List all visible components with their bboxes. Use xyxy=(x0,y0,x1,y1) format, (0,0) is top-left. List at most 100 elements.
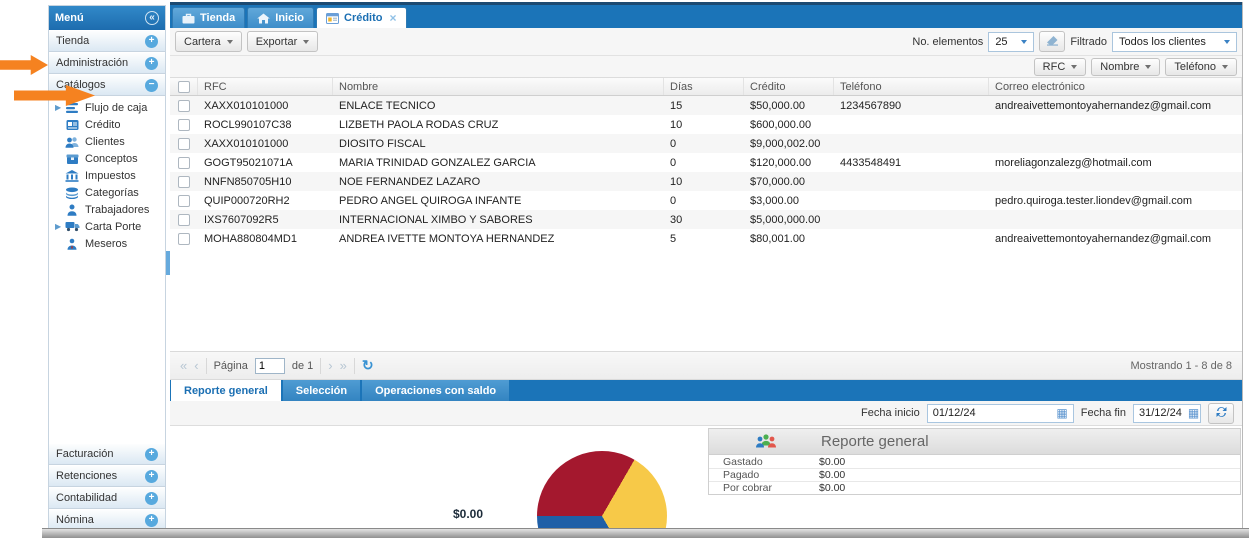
table-row[interactable]: IXS7607092R5 INTERNACIONAL XIMBO Y SABORE… xyxy=(170,210,1242,229)
cell-teléfono: 4433548491 xyxy=(840,156,902,169)
sidebar-section-administración[interactable]: Administración + xyxy=(49,52,165,74)
store-tab-icon xyxy=(182,13,195,24)
collapse-section-icon[interactable]: − xyxy=(145,78,158,92)
filtrado-select[interactable]: Todos los clientes xyxy=(1112,31,1237,52)
column-header-correo-electrónico[interactable]: Correo electrónico xyxy=(989,78,1242,95)
sidebar-section-tienda[interactable]: Tienda + xyxy=(49,30,165,52)
window-top-strip xyxy=(170,2,1242,5)
sidebar-collapse-icon[interactable]: « xyxy=(145,11,159,25)
row-checkbox[interactable] xyxy=(178,194,190,207)
column-header-rfc[interactable]: RFC xyxy=(198,78,333,95)
column-header-crédito[interactable]: Crédito xyxy=(744,78,834,95)
expand-section-icon[interactable]: + xyxy=(145,469,158,483)
close-icon[interactable]: × xyxy=(389,11,397,25)
row-checkbox[interactable] xyxy=(178,232,190,245)
report-tab-operaciones-con-saldo[interactable]: Operaciones con saldo xyxy=(362,380,510,401)
eraser-icon xyxy=(1046,34,1059,49)
sidebar-section-facturación[interactable]: Facturación + xyxy=(49,443,165,465)
select-all-checkbox[interactable] xyxy=(177,80,190,93)
expand-section-icon[interactable]: + xyxy=(145,513,158,527)
section-label: Retenciones xyxy=(56,470,118,482)
cell-rfc: IXS7607092R5 xyxy=(204,213,279,226)
expand-section-icon[interactable]: + xyxy=(145,56,158,70)
row-checkbox[interactable] xyxy=(178,213,190,226)
no-elementos-select[interactable]: 25 xyxy=(988,31,1035,52)
pagination-status: Mostrando 1 - 8 de 8 xyxy=(1130,359,1232,372)
table-row[interactable]: ROCL990107C38 LIZBETH PAOLA RODAS CRUZ 10 $… xyxy=(170,115,1242,134)
report-row-value: $0.00 xyxy=(819,455,846,468)
table-row[interactable]: XAXX010101000 ENLACE TECNICO 15 $50,000.00 1… xyxy=(170,96,1242,115)
row-checkbox-cell xyxy=(170,175,198,188)
expand-section-icon[interactable]: + xyxy=(145,491,158,505)
column-header-teléfono[interactable]: Teléfono xyxy=(834,78,989,95)
first-page-icon[interactable]: « xyxy=(180,358,188,373)
filter-button-nombre[interactable]: Nombre xyxy=(1091,57,1161,76)
report-tab-selección[interactable]: Selección xyxy=(282,380,361,401)
cell-nombre: MARIA TRINIDAD GONZALEZ GARCIA xyxy=(339,156,536,169)
annotation-arrow-catalogos xyxy=(0,55,48,75)
waiter-icon xyxy=(64,238,80,250)
row-checkbox-cell xyxy=(170,118,198,131)
table-row[interactable]: NNFN850705H10 NOE FERNANDEZ LAZARO 10 $70,0… xyxy=(170,172,1242,191)
filter-button-rfc[interactable]: RFC xyxy=(1033,57,1087,76)
row-checkbox[interactable] xyxy=(178,118,190,131)
cell-nombre: DIOSITO FISCAL xyxy=(339,137,426,150)
prev-page-icon[interactable]: ‹ xyxy=(194,358,199,373)
sidebar-item-trabajadores[interactable]: Trabajadores xyxy=(49,201,165,218)
sidebar-section-retenciones[interactable]: Retenciones + xyxy=(49,465,165,487)
sidebar-item-clientes[interactable]: Clientes xyxy=(49,133,165,150)
row-checkbox[interactable] xyxy=(178,175,190,188)
last-page-icon[interactable]: » xyxy=(339,358,347,373)
sidebar-item-impuestos[interactable]: Impuestos xyxy=(49,167,165,184)
clear-filter-button[interactable] xyxy=(1039,31,1066,52)
cartera-button[interactable]: Cartera xyxy=(175,31,242,52)
next-page-icon[interactable]: › xyxy=(328,358,333,373)
fecha-inicio-label: Fecha inicio xyxy=(861,407,920,419)
exportar-button[interactable]: Exportar xyxy=(246,31,319,52)
fecha-fin-input[interactable]: 31/12/24 ▦ xyxy=(1133,403,1201,423)
sidebar-item-crédito[interactable]: Crédito xyxy=(49,116,165,133)
fecha-fin-label: Fecha fin xyxy=(1080,407,1126,419)
filtrado-label: Filtrado xyxy=(1070,35,1107,48)
expand-arrow-icon[interactable]: ▶ xyxy=(55,222,62,231)
sidebar-section-contabilidad[interactable]: Contabilidad + xyxy=(49,487,165,509)
calendar-icon[interactable]: ▦ xyxy=(1187,406,1200,420)
report-tab-reporte-general[interactable]: Reporte general xyxy=(171,380,281,401)
table-row[interactable]: GOGT95021071A MARIA TRINIDAD GONZALEZ GAR… xyxy=(170,153,1242,172)
filter-button-teléfono[interactable]: Teléfono xyxy=(1165,57,1237,76)
pie-chart xyxy=(537,451,667,538)
tab-tienda[interactable]: Tienda xyxy=(172,7,246,28)
fecha-inicio-input[interactable]: 01/12/24 ▦ xyxy=(926,403,1074,423)
expand-section-icon[interactable]: + xyxy=(145,447,158,461)
section-label: Facturación xyxy=(56,448,114,460)
expand-section-icon[interactable]: + xyxy=(145,34,158,48)
column-header-días[interactable]: Días xyxy=(664,78,744,95)
sidebar-item-carta-porte[interactable]: ▶ Carta Porte xyxy=(49,218,165,235)
sidebar-item-categorías[interactable]: Categorías xyxy=(49,184,165,201)
tab-crédito[interactable]: Crédito × xyxy=(316,7,407,28)
row-checkbox[interactable] xyxy=(178,99,190,112)
expand-arrow-icon[interactable]: ▶ xyxy=(55,103,62,112)
splitter-handle[interactable] xyxy=(166,251,170,275)
row-checkbox-cell xyxy=(170,213,198,226)
table-row[interactable]: XAXX010101000 DIOSITO FISCAL 0 $9,000,002.0… xyxy=(170,134,1242,153)
tab-inicio[interactable]: Inicio xyxy=(247,7,314,28)
no-elementos-label: No. elementos xyxy=(912,35,984,48)
refresh-icon[interactable]: ↻ xyxy=(361,357,374,373)
sidebar-item-label: Categorías xyxy=(85,186,139,199)
calendar-icon[interactable]: ▦ xyxy=(1056,406,1068,420)
row-checkbox[interactable] xyxy=(178,137,190,150)
row-checkbox[interactable] xyxy=(178,156,190,169)
cell-crédito: $70,000.00 xyxy=(750,175,806,188)
sidebar-item-meseros[interactable]: Meseros xyxy=(49,235,165,252)
people-group-icon xyxy=(755,433,777,450)
page-input[interactable] xyxy=(254,357,285,374)
table-row[interactable]: MOHA880804MD1 ANDREA IVETTE MONTOYA HERNA… xyxy=(170,229,1242,248)
sidebar-item-conceptos[interactable]: Conceptos xyxy=(49,150,165,167)
cell-nombre: ANDREA IVETTE MONTOYA HERNANDEZ xyxy=(339,232,555,245)
section-label: Tienda xyxy=(56,35,90,47)
sidebar-item-flujo-de-caja[interactable]: ▶ Flujo de caja xyxy=(49,99,165,116)
generate-report-button[interactable] xyxy=(1208,402,1234,424)
column-header-nombre[interactable]: Nombre xyxy=(333,78,664,95)
table-row[interactable]: QUIP000720RH2 PEDRO ANGEL QUIROGA INFANTE… xyxy=(170,191,1242,210)
